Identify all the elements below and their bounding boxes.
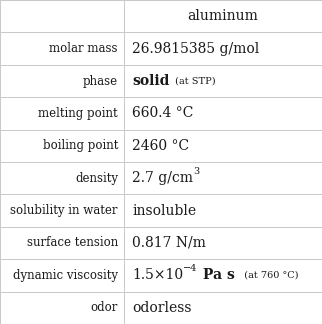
Text: surface tension: surface tension [27,237,118,249]
Text: (at 760 °C): (at 760 °C) [238,271,299,280]
Text: aluminum: aluminum [187,9,259,23]
Text: −4: −4 [183,264,197,273]
Text: solid: solid [132,74,169,88]
Text: odorless: odorless [132,301,192,315]
Text: phase: phase [83,75,118,87]
Text: molar mass: molar mass [50,42,118,55]
Text: 1.5×10: 1.5×10 [132,268,183,283]
Text: dynamic viscosity: dynamic viscosity [13,269,118,282]
Text: (at STP): (at STP) [172,76,216,86]
Text: boiling point: boiling point [43,139,118,152]
Text: 2.7 g/cm: 2.7 g/cm [132,171,193,185]
Text: Pa s: Pa s [198,268,235,283]
Text: 3: 3 [193,167,199,176]
Text: 2460 °C: 2460 °C [132,139,189,153]
Text: density: density [75,172,118,185]
Text: 660.4 °C: 660.4 °C [132,106,193,121]
Text: solubility in water: solubility in water [11,204,118,217]
Text: 0.817 N/m: 0.817 N/m [132,236,206,250]
Text: odor: odor [90,301,118,314]
Text: insoluble: insoluble [132,203,196,218]
Text: melting point: melting point [38,107,118,120]
Text: 26.9815385 g/mol: 26.9815385 g/mol [132,41,259,56]
